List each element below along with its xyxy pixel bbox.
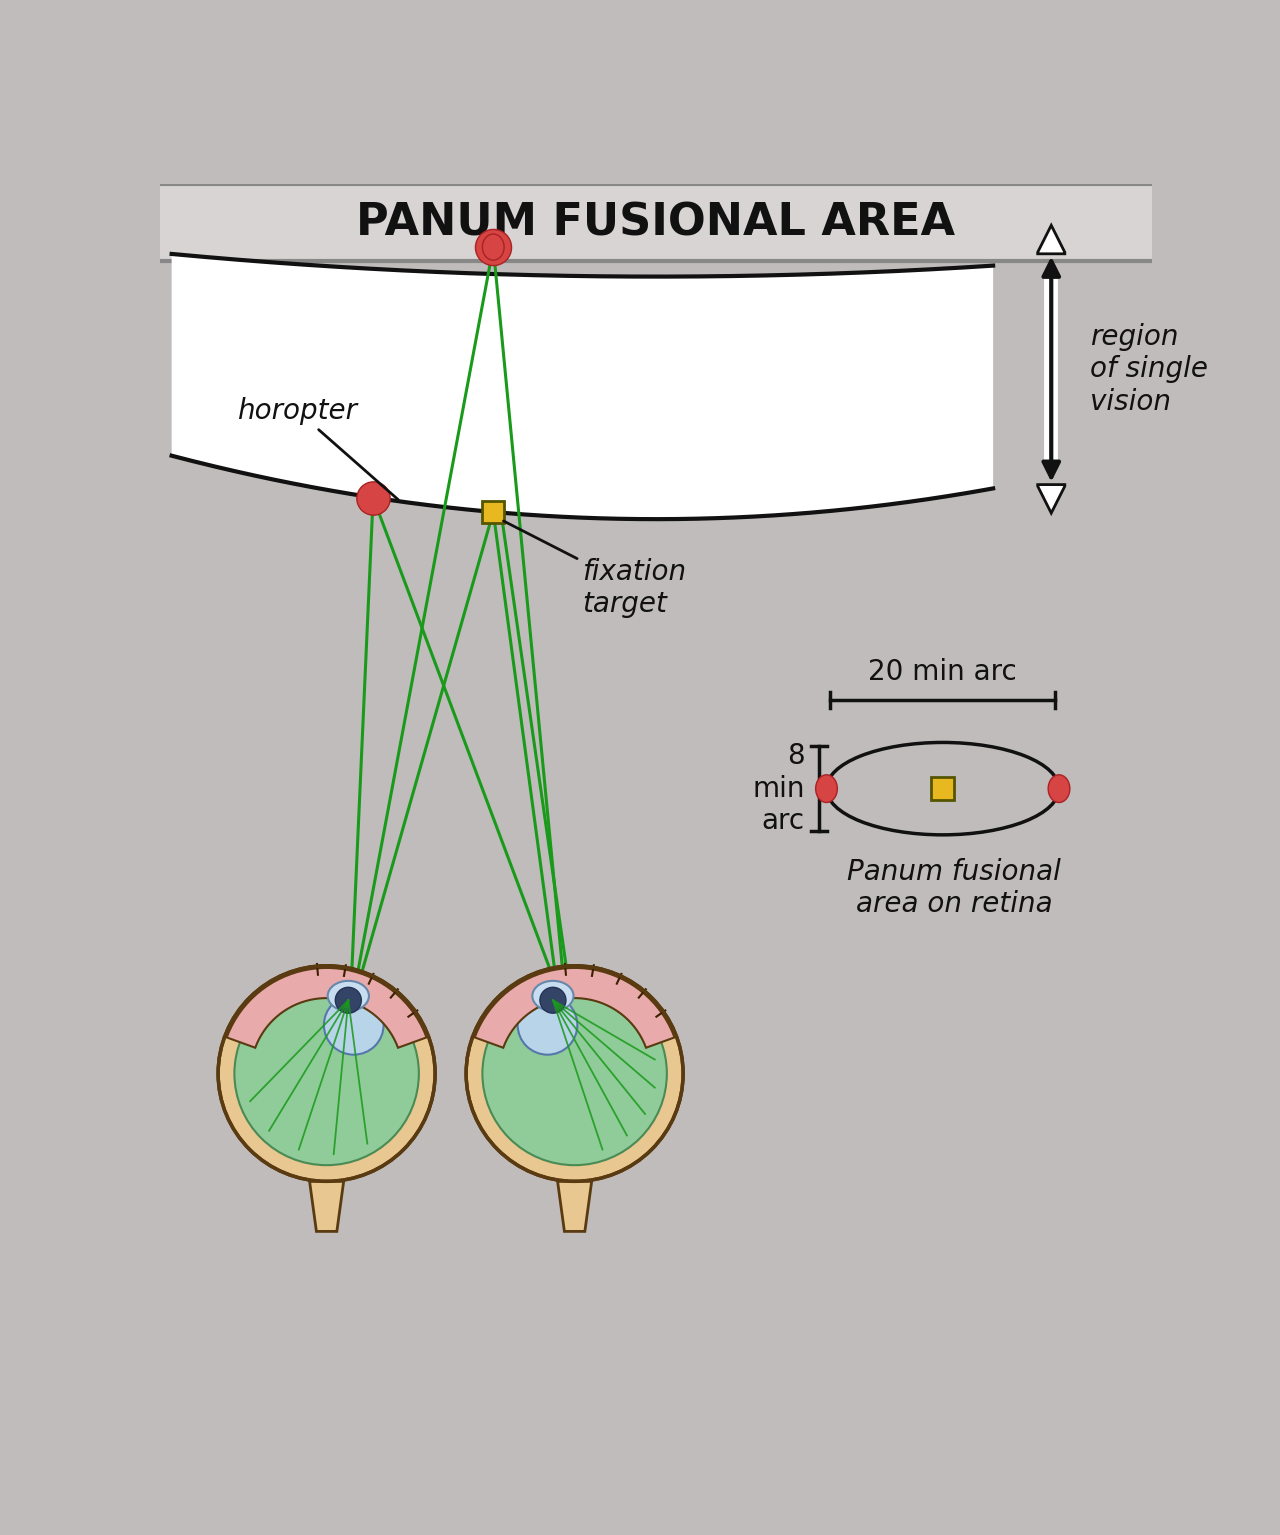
- Circle shape: [540, 987, 566, 1013]
- Text: Panum fusional
area on retina: Panum fusional area on retina: [847, 858, 1061, 918]
- Ellipse shape: [815, 775, 837, 803]
- Ellipse shape: [1048, 775, 1070, 803]
- Circle shape: [483, 982, 667, 1165]
- Ellipse shape: [328, 981, 369, 1012]
- Circle shape: [466, 966, 684, 1182]
- Bar: [483, 502, 504, 523]
- Polygon shape: [475, 969, 675, 1048]
- Text: region
of single
vision: region of single vision: [1091, 322, 1208, 416]
- Ellipse shape: [324, 995, 384, 1055]
- FancyArrowPatch shape: [1043, 261, 1059, 477]
- Text: PANUM FUSIONAL AREA: PANUM FUSIONAL AREA: [356, 201, 956, 244]
- Ellipse shape: [483, 233, 504, 259]
- Text: 8
min
arc: 8 min arc: [753, 743, 805, 835]
- Circle shape: [218, 966, 435, 1182]
- FancyArrow shape: [1038, 485, 1065, 513]
- Polygon shape: [227, 969, 426, 1048]
- Ellipse shape: [532, 981, 573, 1012]
- Ellipse shape: [517, 995, 577, 1055]
- Text: horopter: horopter: [238, 398, 398, 499]
- Polygon shape: [558, 1182, 591, 1231]
- FancyArrow shape: [1038, 226, 1065, 253]
- Text: 20 min arc: 20 min arc: [868, 659, 1018, 686]
- Text: fixation
target: fixation target: [503, 520, 686, 619]
- Circle shape: [335, 987, 361, 1013]
- Polygon shape: [172, 253, 993, 519]
- Bar: [931, 777, 955, 800]
- Polygon shape: [310, 1182, 343, 1231]
- Bar: [160, 184, 1152, 261]
- Circle shape: [234, 982, 419, 1165]
